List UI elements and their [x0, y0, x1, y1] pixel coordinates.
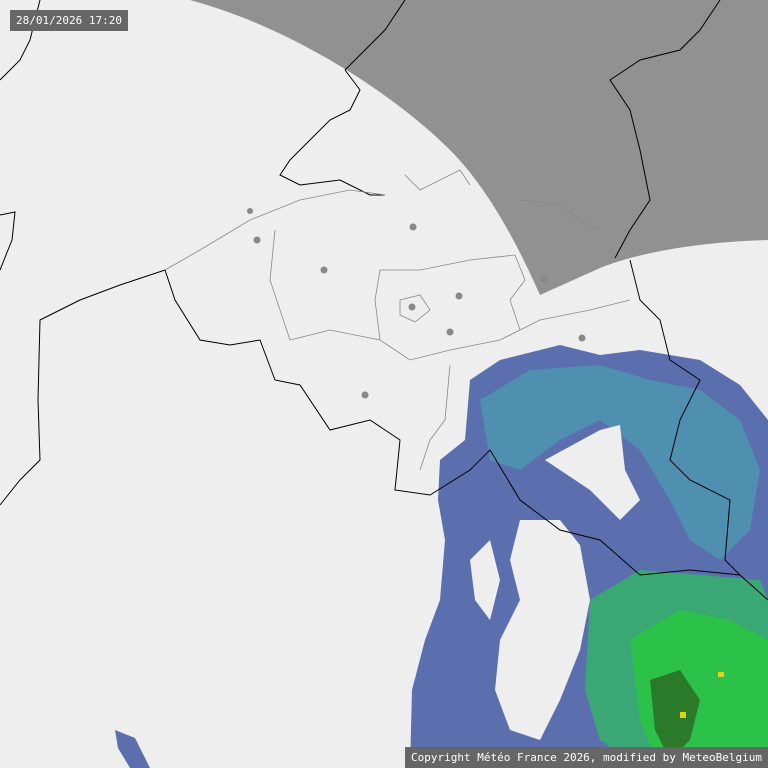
timestamp-label: 28/01/2026 17:20 — [10, 10, 128, 31]
copyright-label: Copyright Météo France 2026, modified by… — [405, 747, 768, 768]
precipitation-layer — [115, 345, 768, 768]
out-of-range-area — [190, 0, 768, 295]
province-borders — [164, 169, 631, 471]
country-borders — [0, 0, 768, 601]
city-markers — [247, 208, 586, 399]
